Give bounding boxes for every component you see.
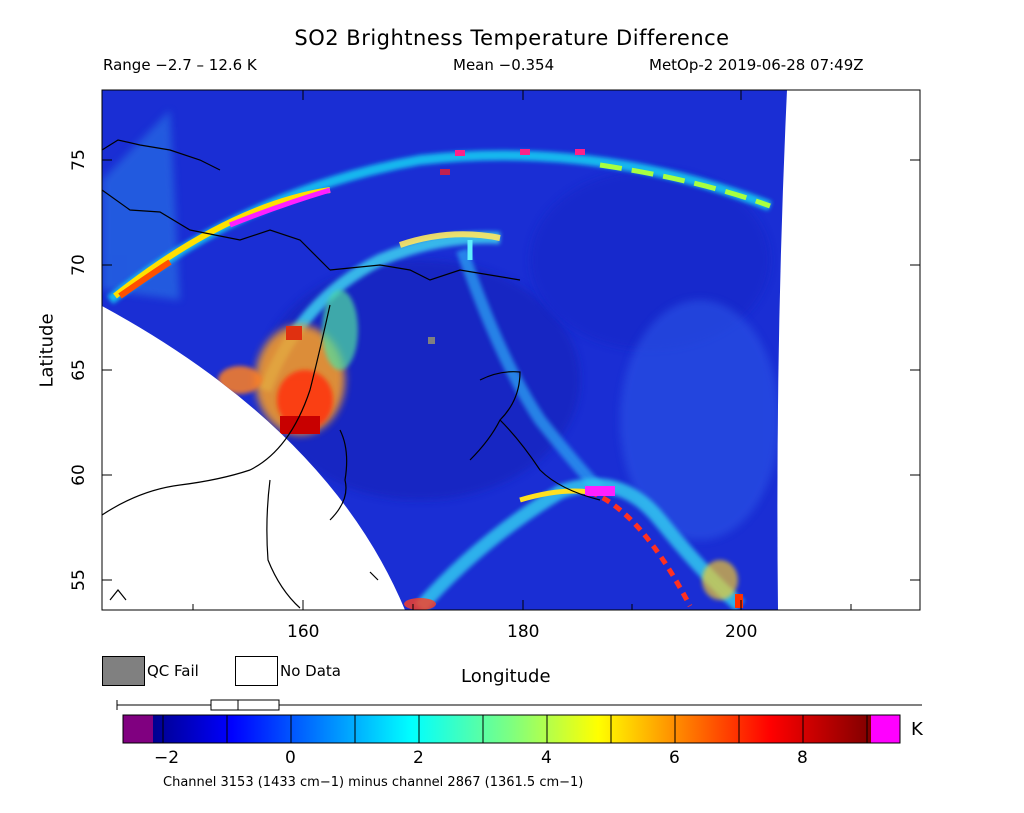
range-text: Range −2.7 – 12.6 K [103, 56, 257, 74]
no-data-swatch [235, 656, 278, 686]
page-title: SO2 Brightness Temperature Difference [294, 26, 730, 50]
colorbar-tick-label: 6 [669, 748, 680, 768]
colorbar-tick-label: 4 [541, 748, 552, 768]
colorbar-tick-label: 8 [797, 748, 808, 768]
colorbar-unit: K [911, 719, 923, 740]
boxplot-box [210, 699, 280, 711]
colorbar-under [123, 715, 153, 743]
qc-fail-label: QC Fail [147, 662, 199, 680]
y-tick-marks [102, 90, 920, 610]
coastlines [101, 139, 601, 609]
colorbar-over [871, 715, 900, 743]
x-axis-label: Longitude [461, 666, 551, 687]
no-data-label: No Data [280, 662, 341, 680]
colorbar-caption: Channel 3153 (1433 cm−1) minus channel 2… [163, 775, 584, 790]
plot-frame [101, 89, 921, 611]
x-tick-label: 160 [287, 622, 320, 642]
platform-text: MetOp-2 2019-06-28 07:49Z [649, 56, 864, 74]
colorbar-tick-label: −2 [154, 748, 180, 768]
colorbar-tick-label: 0 [285, 748, 296, 768]
x-tick-label: 180 [507, 622, 540, 642]
x-tick-label: 200 [725, 622, 758, 642]
mean-text: Mean −0.354 [453, 56, 555, 74]
qc-fail-swatch [102, 656, 145, 686]
colorbar-tick-label: 2 [413, 748, 424, 768]
colorbar-strip [153, 715, 871, 743]
